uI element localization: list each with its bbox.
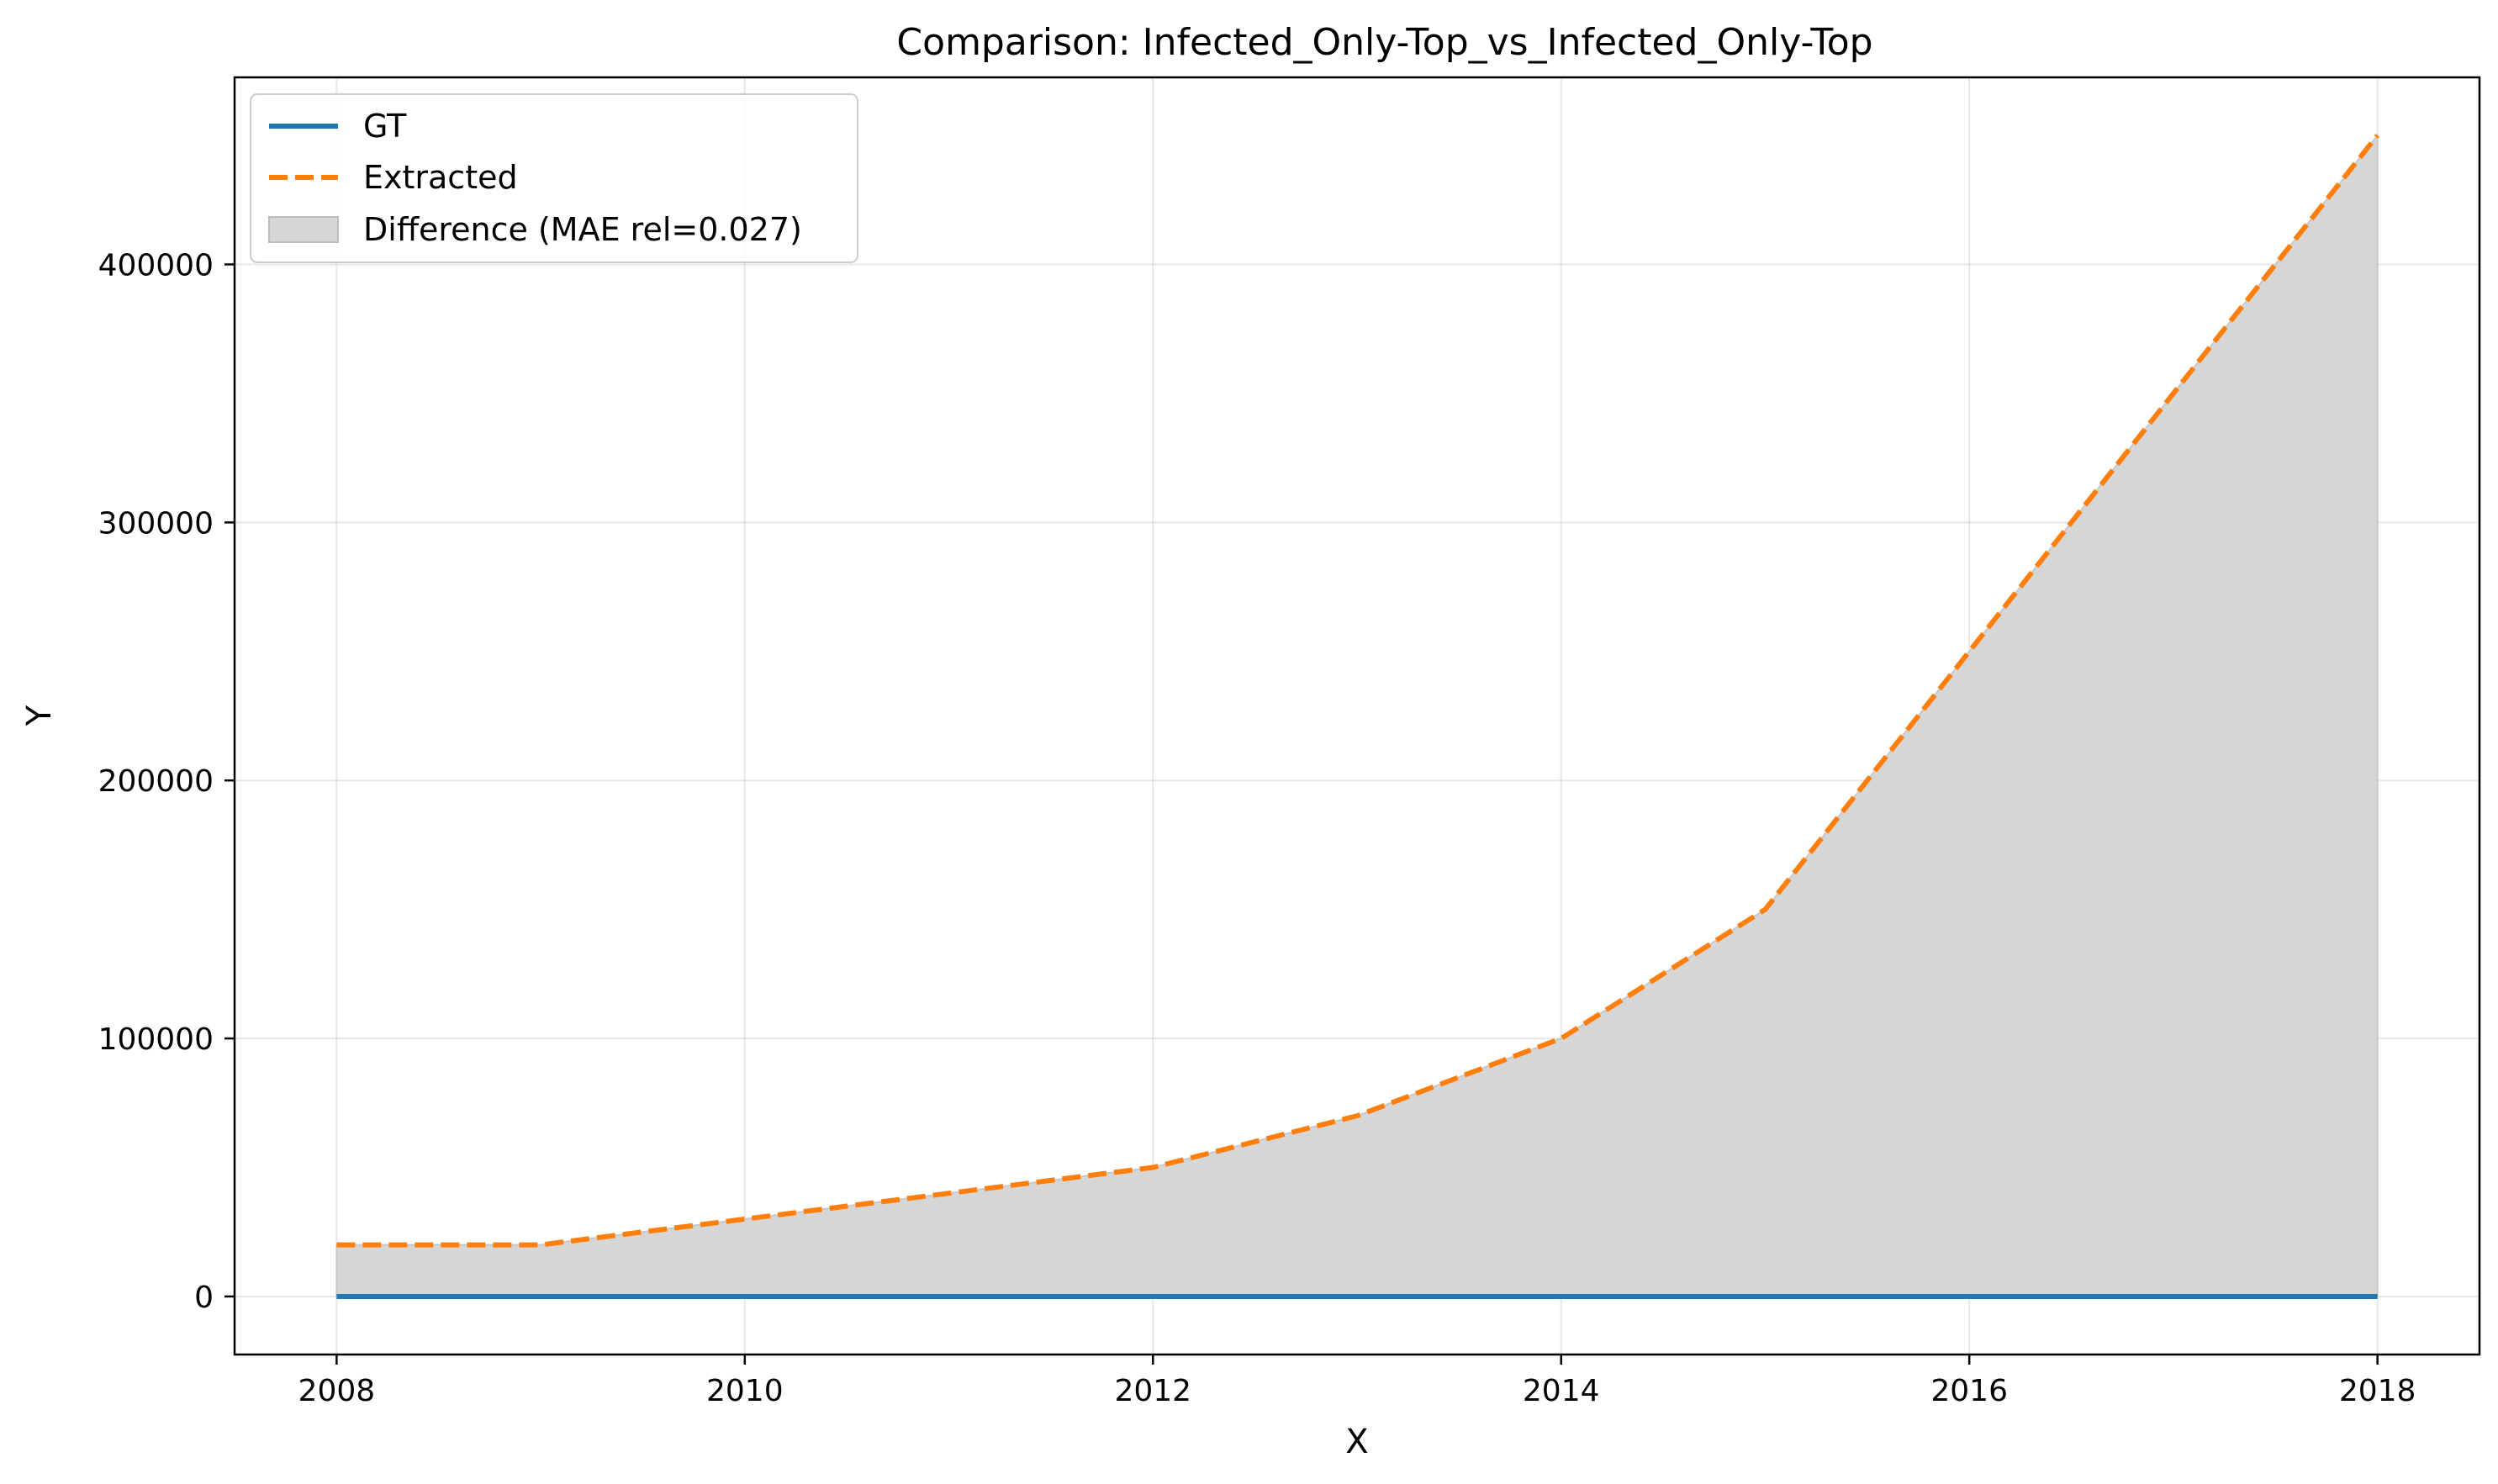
y-tick-label: 300000 xyxy=(98,506,214,541)
legend-extracted-label: Extracted xyxy=(363,159,518,196)
x-tick-label: 2016 xyxy=(1930,1374,2008,1408)
ticks: 2008 2010 2012 2014 2016 2018 0 100000 200000 300… xyxy=(98,248,2416,1408)
x-tick-label: 2014 xyxy=(1523,1374,1600,1408)
legend: GT Extracted Difference (MAE rel=0.027) xyxy=(250,93,858,263)
y-tick-label: 0 xyxy=(194,1281,214,1315)
x-tick-label: 2012 xyxy=(1114,1374,1191,1408)
legend-difference-label: Difference (MAE rel=0.027) xyxy=(363,211,802,248)
series-layer xyxy=(336,134,2379,1299)
legend-difference-swatch xyxy=(268,216,339,243)
legend-gt-label: GT xyxy=(363,108,407,145)
x-tick-label: 2010 xyxy=(706,1374,784,1408)
series-line-extracted xyxy=(336,134,2379,1248)
legend-box xyxy=(250,93,858,263)
x-tick-label: 2008 xyxy=(298,1374,376,1408)
x-tick-label: 2018 xyxy=(2339,1374,2416,1408)
y-tick-label: 100000 xyxy=(98,1022,214,1057)
plot-frame xyxy=(233,76,2481,1356)
y-axis-label: Y xyxy=(20,705,59,726)
y-tick-label: 200000 xyxy=(98,764,214,799)
chart-title: Comparison: Infected_Only-Top_vs_Infecte… xyxy=(896,21,1872,64)
y-tick-label: 400000 xyxy=(98,248,214,283)
x-axis-label: X xyxy=(1345,1423,1368,1461)
